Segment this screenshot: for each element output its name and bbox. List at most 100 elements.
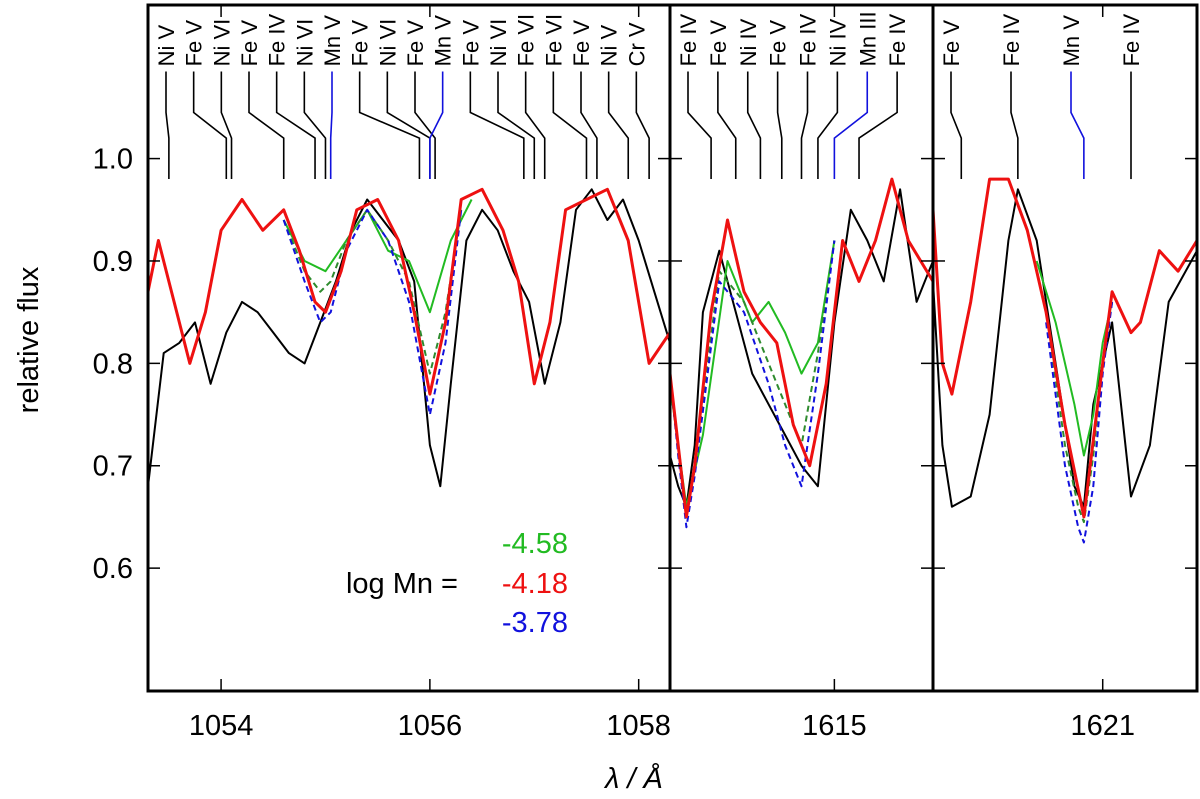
x-tick-label: 1056 — [398, 710, 463, 742]
line-id-marker — [358, 71, 421, 180]
series-logmn-4-38 — [282, 208, 463, 375]
series-logmn-4-58 — [1035, 260, 1114, 457]
line-id-marker — [1070, 71, 1085, 180]
ion-label: Ni V — [154, 25, 179, 67]
x-tick-label: 1054 — [189, 710, 254, 742]
x-axis-label: λ / Å — [603, 762, 663, 795]
ion-label: Fe V — [237, 20, 262, 67]
ion-label: Fe VI — [541, 14, 566, 67]
y-tick-label: 0.9 — [93, 246, 133, 278]
line-id-marker — [607, 71, 630, 180]
ion-label: Fe V — [569, 20, 594, 67]
x-tick-label: 1058 — [606, 710, 671, 742]
legend-entry-red: -4.18 — [502, 568, 568, 600]
ion-label: Mn V — [431, 15, 456, 67]
y-tick-label: 1.0 — [93, 144, 133, 176]
line-id-marker — [687, 71, 712, 180]
legend-entry-blue: -3.78 — [502, 607, 568, 639]
y-axis-label: relative flux — [13, 266, 45, 413]
line-id-marker — [524, 71, 546, 180]
line-id-marker — [746, 71, 762, 180]
line-id-marker — [776, 71, 783, 180]
legend-prefix: log Mn = — [346, 568, 458, 600]
line-id-marker — [800, 71, 809, 180]
ion-label: Ni IV — [825, 18, 850, 66]
ion-label: Fe IV — [676, 14, 701, 67]
ion-label: Fe IV — [999, 14, 1024, 67]
series-group — [933, 177, 1197, 544]
ion-label: Fe VI — [514, 14, 539, 67]
ion-label: Fe IV — [1119, 14, 1144, 67]
line-id-marker — [220, 71, 233, 180]
y-tick-label: 0.6 — [93, 553, 133, 585]
panel-3: Fe V Fe IV Mn V Fe IV 1621 — [931, 3, 1199, 742]
x-tick-label: 1621 — [1070, 710, 1135, 742]
line-id-marker — [552, 71, 588, 180]
line-id-marker — [386, 71, 431, 180]
series-logmn-3-78 — [670, 240, 836, 529]
ion-label: Fe V — [706, 20, 731, 67]
series-logmn-4-18 — [933, 177, 1197, 519]
panel-2: Fe IV Fe V Ni IV Fe V Fe IV Ni IV Mn III Fe IV1… — [668, 3, 935, 742]
legend: -4.58 log Mn = -4.18 -3.78 — [346, 528, 568, 639]
series-logmn-3-78 — [1045, 301, 1114, 544]
line-id-marker — [414, 71, 436, 180]
line-id-marker — [1010, 71, 1019, 180]
line-id-marker — [635, 71, 650, 180]
ion-label: Fe V — [348, 20, 373, 67]
line-id-marker — [303, 71, 327, 180]
ion-label: Ni V — [597, 25, 622, 67]
ion-label: Ni VI — [292, 19, 317, 67]
x-tick-label: 1615 — [802, 710, 867, 742]
series-logmn-4-58 — [282, 199, 473, 314]
ion-label: Fe V — [766, 20, 791, 67]
ion-label: Fe IV — [796, 14, 821, 67]
ion-label: Fe V — [939, 20, 964, 67]
ion-label: Ni VI — [375, 19, 400, 67]
line-id-marker — [497, 71, 536, 180]
series-logmn-3-78 — [282, 208, 463, 416]
series-observation — [933, 188, 1197, 508]
line-id-marker — [275, 71, 316, 180]
ion-label: Mn V — [320, 15, 345, 67]
line-id-marker — [329, 71, 333, 180]
line-id-marker — [833, 71, 869, 180]
ion-label: Mn V — [1059, 15, 1084, 67]
ion-label: Fe V — [458, 20, 483, 67]
ion-label: Ni VI — [209, 19, 234, 67]
series-observation — [148, 188, 670, 488]
ion-label: Fe V — [403, 20, 428, 67]
legend-entry-green: -4.58 — [502, 528, 568, 560]
line-id-marker — [950, 71, 963, 180]
ion-label: Fe V — [182, 20, 207, 67]
line-id-marker — [858, 71, 898, 180]
line-identifications: Ni V Fe V Ni VI Fe V Fe IV Ni VI Mn V Fe V Ni VI… — [154, 14, 650, 180]
series-logmn-4-38 — [670, 240, 836, 513]
line-id-marker — [817, 71, 839, 180]
y-tick-label: 0.8 — [93, 348, 133, 380]
ion-label: Fe IV — [885, 14, 910, 67]
series-logmn-4-18 — [148, 187, 670, 396]
line-id-marker — [165, 71, 170, 180]
panel-frame — [931, 3, 1199, 693]
ion-label: Cr V — [624, 22, 649, 66]
line-id-marker — [717, 71, 737, 180]
series-logmn-4-18 — [670, 177, 933, 519]
series-group — [148, 187, 670, 488]
ion-label: Mn III — [855, 11, 880, 66]
line-id-marker — [429, 71, 444, 180]
line-identifications: Fe V Fe IV Mn V Fe IV — [939, 14, 1144, 180]
line-id-marker — [192, 71, 228, 180]
ion-label: Ni IV — [736, 18, 761, 66]
y-tick-label: 0.7 — [93, 451, 133, 483]
ion-label: Ni VI — [486, 19, 511, 67]
line-id-marker — [580, 71, 598, 180]
series-observation — [670, 188, 933, 508]
ion-label: Fe IV — [265, 14, 290, 67]
panel-1: Ni V Fe V Ni VI Fe V Fe IV Ni VI Mn V Fe V Ni VI… — [146, 3, 672, 742]
line-id-marker — [248, 71, 285, 180]
line-id-marker — [469, 71, 525, 180]
series-group — [670, 177, 933, 529]
line-identifications: Fe IV Fe V Ni IV Fe V Fe IV Ni IV Mn III Fe IV — [676, 11, 910, 180]
